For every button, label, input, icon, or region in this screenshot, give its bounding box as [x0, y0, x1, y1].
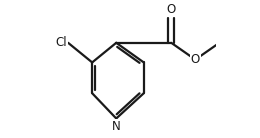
Text: O: O	[167, 3, 176, 16]
Text: Cl: Cl	[55, 36, 67, 49]
Text: O: O	[191, 53, 200, 66]
Text: N: N	[112, 120, 121, 133]
